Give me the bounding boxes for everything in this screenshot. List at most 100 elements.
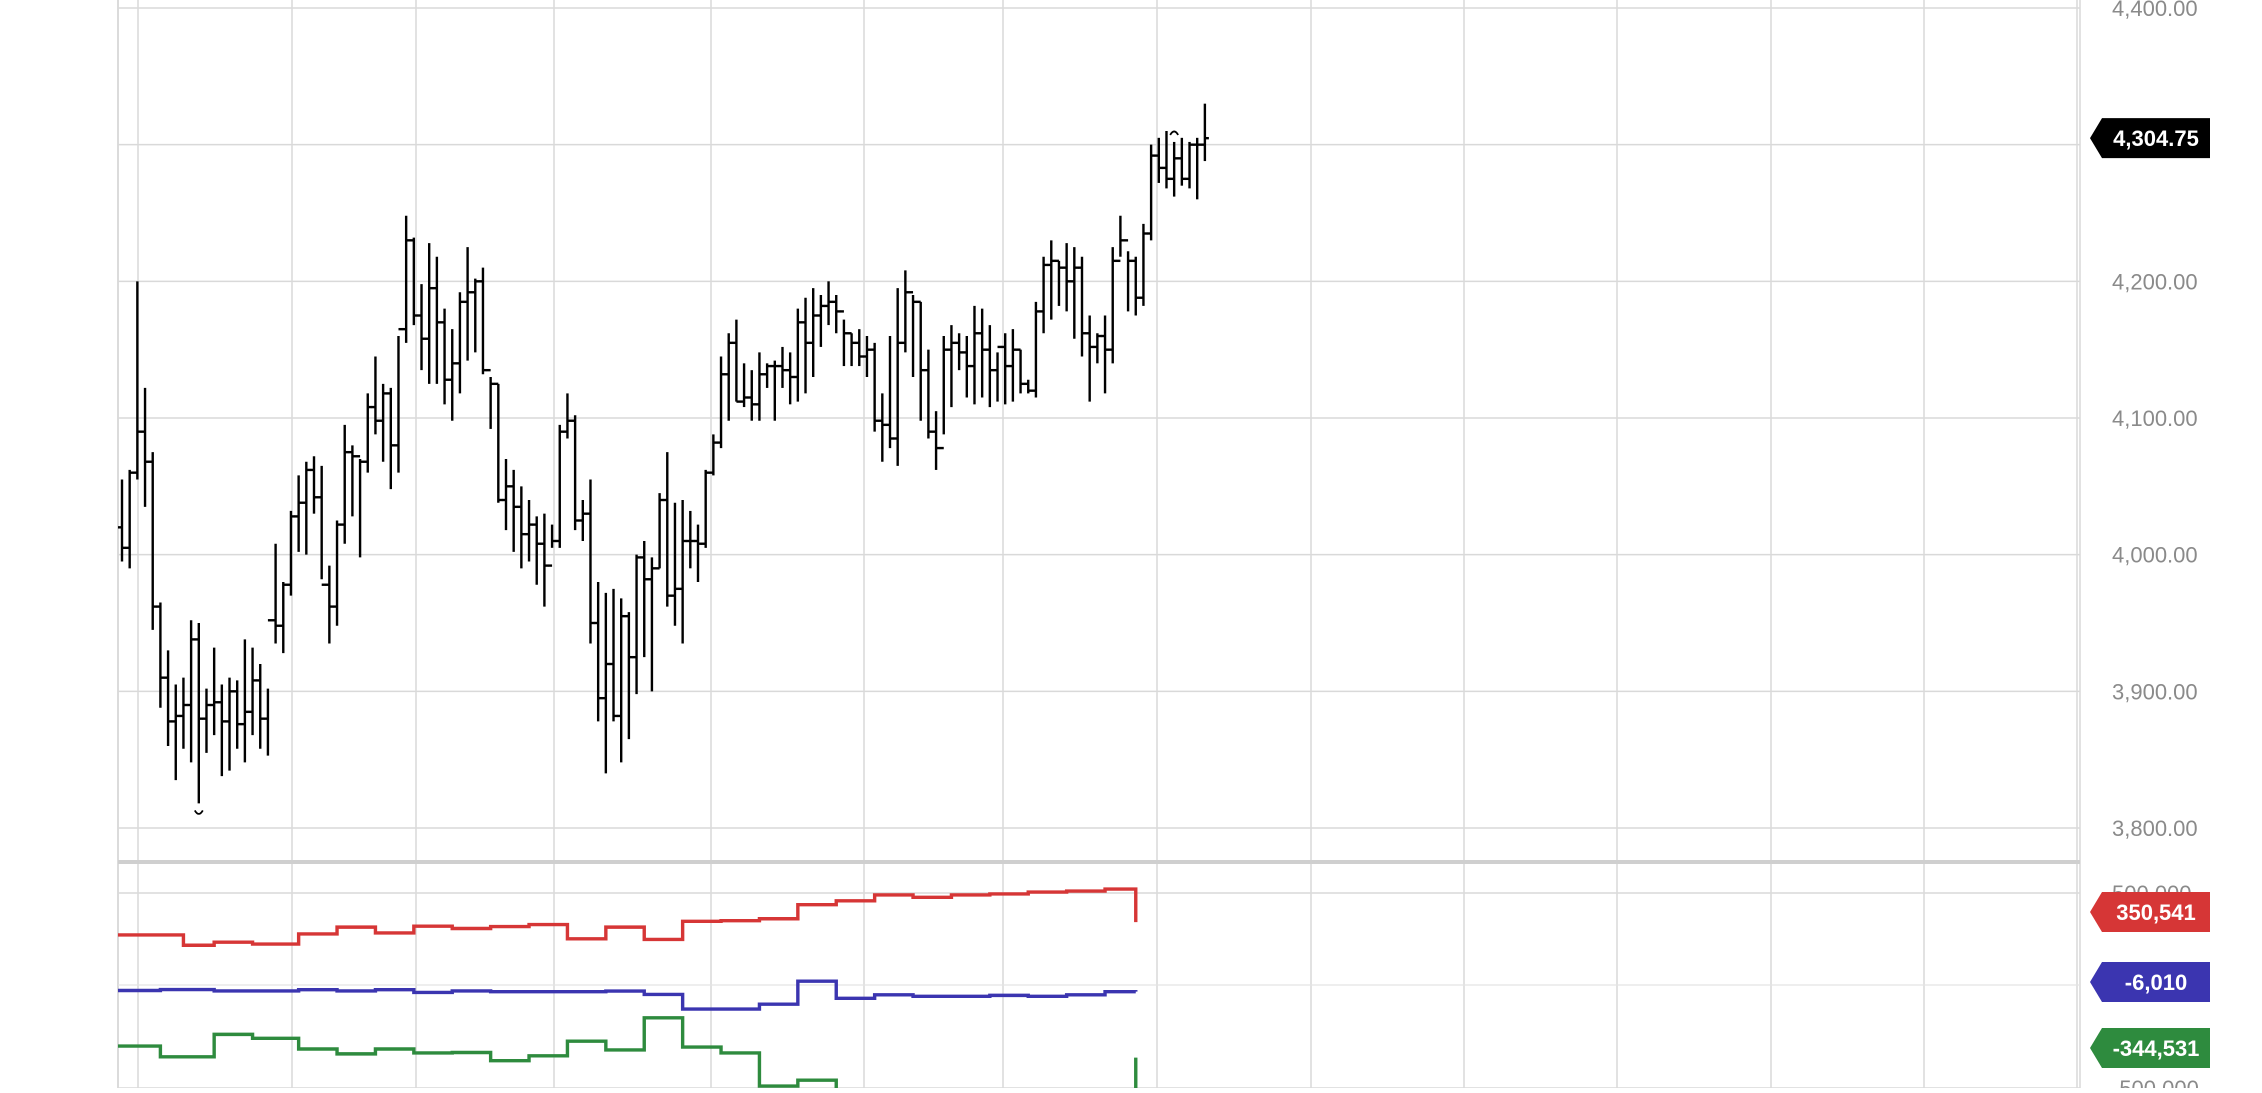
ohlc-bar <box>893 288 902 466</box>
series-value-badge-1-text: -6,010 <box>2125 970 2187 995</box>
ohlc-bar <box>156 602 165 708</box>
ohlc-bar <box>1162 131 1171 189</box>
ohlc-bar <box>763 363 772 388</box>
ohlc-bar <box>632 554 641 695</box>
ohlc-bar <box>348 445 357 517</box>
ohlc-bar <box>694 524 702 582</box>
ohlc-bar <box>118 479 126 562</box>
ohlc-bar <box>225 677 234 771</box>
ohlc-bar <box>1008 329 1017 402</box>
ohlc-bar <box>947 325 956 408</box>
ohlc-bar <box>440 308 449 405</box>
ohlc-bar <box>202 688 211 753</box>
ohlc-bar <box>317 465 326 586</box>
ohlc-bar <box>1185 141 1194 189</box>
ohlc-bar <box>1039 256 1048 334</box>
ohlc-bar <box>770 360 779 421</box>
y-tick-label: 3,800.00 <box>2112 816 2198 841</box>
ohlc-bar <box>164 650 173 746</box>
ohlc-bar <box>617 598 626 763</box>
ohlc-bar <box>148 452 157 630</box>
ohlc-bar <box>1177 137 1186 186</box>
ohlc-bar <box>1047 240 1056 320</box>
ohlc-bar <box>1193 137 1202 200</box>
ohlc-bar <box>187 620 196 763</box>
ohlc-bar <box>1200 103 1209 162</box>
position-line-1 <box>118 979 1138 1011</box>
series-value-badge-0-text: 350,541 <box>2116 900 2196 925</box>
ohlc-bar <box>478 267 487 375</box>
ohlc-bar <box>455 292 464 394</box>
ohlc-bar <box>571 415 580 531</box>
ohlc-bar <box>194 623 203 804</box>
y-tick-label: -500,000 <box>2112 1076 2199 1088</box>
ohlc-bar <box>325 565 334 644</box>
ohlc-bar <box>371 356 380 435</box>
position-lines <box>118 887 1138 1093</box>
ohlc-bar <box>233 680 242 749</box>
ohlc-bar <box>286 510 295 596</box>
ohlc-bar <box>816 295 825 347</box>
ohlc-bar <box>1078 256 1086 357</box>
ohlc-bar <box>463 247 472 361</box>
ohlc-bar <box>670 502 679 626</box>
ohlc-bar <box>916 300 925 421</box>
ohlc-bar <box>824 281 833 326</box>
position-line-0 <box>118 887 1138 947</box>
series-value-badge-1-shape <box>2090 962 2210 1002</box>
ohlc-bar <box>563 393 572 439</box>
ohlc-bar <box>409 237 418 326</box>
ohlc-bar <box>1016 348 1025 394</box>
ohlc-bar <box>417 284 426 371</box>
ohlc-bar <box>1054 259 1063 306</box>
ohlc-bar <box>240 639 249 763</box>
ohlc-bar <box>494 382 503 503</box>
ohlc-bar <box>425 243 434 384</box>
ohlc-bar <box>402 215 411 343</box>
ohlc-bar <box>256 664 265 749</box>
ohlc-bar <box>678 500 687 644</box>
ohlc-bar <box>1001 333 1010 405</box>
ohlc-bar <box>647 557 656 692</box>
ohlc-bar <box>909 291 918 377</box>
ohlc-bar <box>1147 144 1156 241</box>
ohlc-bar <box>1108 247 1117 364</box>
price-markers <box>194 130 1179 815</box>
ohlc-bar <box>624 612 633 740</box>
y-tick-label: 4,400.00 <box>2112 0 2198 21</box>
y-tick-label: 4,200.00 <box>2112 269 2198 294</box>
ohlc-bar <box>271 543 280 644</box>
ohlc-bar <box>970 305 979 405</box>
swing-low-marker <box>194 809 204 815</box>
series-value-badge-1: -6,010 <box>2090 962 2210 1002</box>
ohlc-bar <box>924 349 933 439</box>
ohlc-bar <box>686 510 695 569</box>
ohlc-bar <box>294 475 303 552</box>
swing-high-marker <box>1169 130 1179 136</box>
ohlc-bar <box>655 493 664 570</box>
ohlc-bar <box>993 345 1002 402</box>
ohlc-bar <box>717 356 726 449</box>
ohlc-bar <box>1116 215 1125 263</box>
series-value-badge-2-text: -344,531 <box>2113 1036 2200 1061</box>
ohlc-bar <box>502 459 510 531</box>
ohlc-bar <box>1031 301 1040 398</box>
ohlc-bar <box>1101 315 1110 394</box>
ohlc-bar <box>1070 247 1079 339</box>
ohlc-bar <box>601 592 610 774</box>
ohlc-bar <box>517 486 526 569</box>
ohlc-bar <box>394 327 403 473</box>
ohlc-bar <box>340 424 349 544</box>
ohlc-bar <box>932 411 941 470</box>
ohlc-bar <box>486 368 495 429</box>
ohlc-bar <box>248 647 257 736</box>
ohlc-bar <box>586 479 595 644</box>
ohlc-bar <box>640 541 649 658</box>
ohlc-bar <box>732 319 741 403</box>
ohlc-bar <box>985 325 994 408</box>
ohlc-bar <box>141 387 150 507</box>
ohlc-bar <box>210 647 219 736</box>
series-value-badge-0-shape <box>2090 892 2210 932</box>
last-price-badge-text: 4,304.75 <box>2113 126 2199 151</box>
